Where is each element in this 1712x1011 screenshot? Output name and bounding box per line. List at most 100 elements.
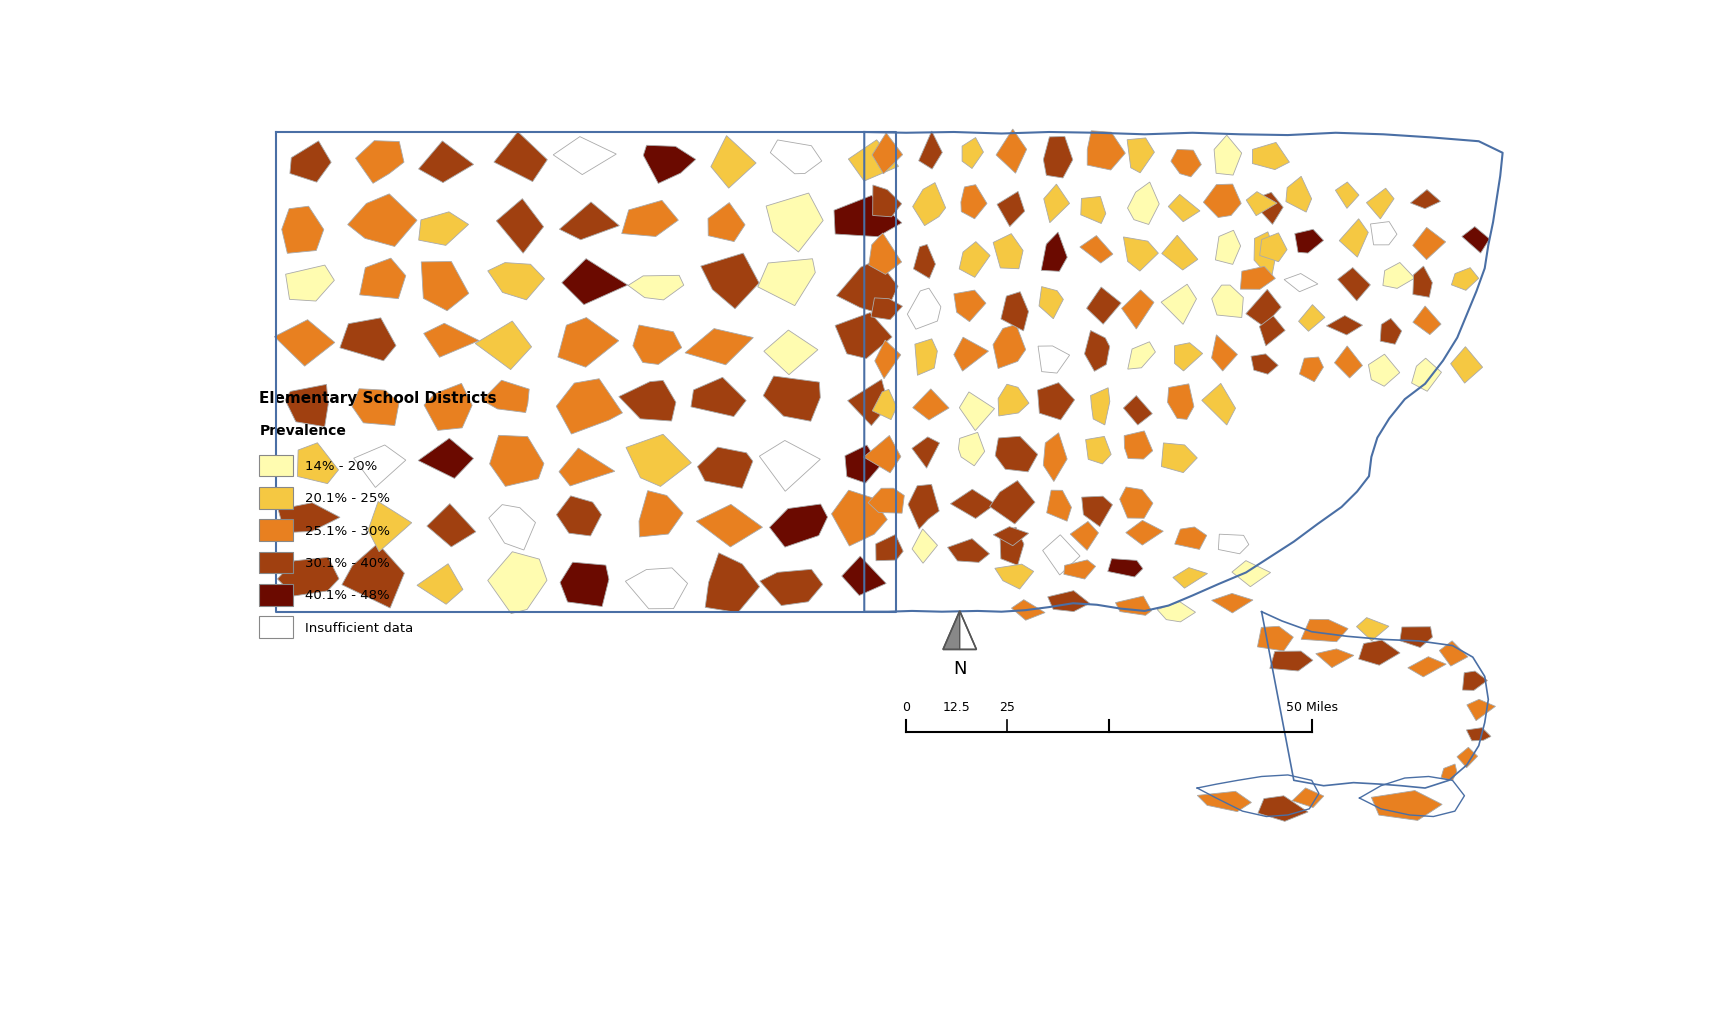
Polygon shape [1335, 183, 1359, 209]
Polygon shape [995, 437, 1037, 472]
Polygon shape [1161, 285, 1197, 325]
Polygon shape [710, 136, 757, 189]
Polygon shape [488, 263, 544, 300]
Polygon shape [863, 436, 901, 473]
Polygon shape [1126, 521, 1162, 546]
Polygon shape [1260, 316, 1286, 347]
Polygon shape [483, 381, 529, 413]
Polygon shape [1173, 568, 1207, 588]
Polygon shape [962, 139, 983, 169]
Polygon shape [1366, 189, 1394, 219]
Polygon shape [1368, 355, 1400, 387]
Polygon shape [1171, 151, 1202, 178]
Polygon shape [842, 557, 887, 595]
Polygon shape [1450, 348, 1483, 384]
Polygon shape [1123, 396, 1152, 426]
Polygon shape [348, 195, 418, 248]
Polygon shape [1462, 671, 1488, 691]
Polygon shape [1412, 267, 1433, 298]
Polygon shape [1299, 358, 1323, 382]
Polygon shape [621, 201, 678, 238]
Polygon shape [907, 485, 940, 530]
Polygon shape [289, 142, 330, 183]
Polygon shape [1250, 193, 1284, 225]
Polygon shape [1317, 649, 1354, 668]
Polygon shape [298, 444, 339, 484]
Polygon shape [837, 260, 899, 315]
Text: 30.1% - 40%: 30.1% - 40% [305, 556, 389, 569]
Polygon shape [553, 137, 616, 176]
Bar [259, 520, 293, 541]
Polygon shape [709, 203, 745, 243]
Polygon shape [1260, 234, 1287, 263]
Polygon shape [835, 313, 892, 359]
Polygon shape [1037, 383, 1075, 421]
Polygon shape [959, 433, 984, 466]
Polygon shape [354, 446, 406, 488]
Polygon shape [1044, 185, 1070, 223]
Polygon shape [1359, 640, 1400, 665]
Polygon shape [960, 612, 976, 650]
Polygon shape [770, 141, 822, 175]
Polygon shape [1412, 359, 1442, 392]
Polygon shape [947, 539, 990, 563]
Polygon shape [556, 496, 601, 537]
Text: Insufficient data: Insufficient data [305, 621, 413, 634]
Polygon shape [1204, 185, 1241, 218]
Polygon shape [625, 568, 688, 610]
Polygon shape [764, 377, 820, 422]
Polygon shape [1301, 620, 1347, 642]
Polygon shape [644, 147, 695, 184]
Bar [259, 487, 293, 509]
Bar [259, 455, 293, 477]
Polygon shape [1253, 144, 1289, 171]
Polygon shape [1339, 219, 1368, 258]
Polygon shape [1219, 535, 1248, 554]
Polygon shape [995, 564, 1034, 589]
Polygon shape [1212, 336, 1238, 372]
Polygon shape [419, 212, 469, 246]
Polygon shape [1084, 332, 1109, 372]
Text: Prevalence: Prevalence [259, 424, 346, 438]
Polygon shape [1085, 437, 1111, 464]
Polygon shape [871, 298, 902, 320]
Polygon shape [1162, 236, 1198, 271]
Polygon shape [1080, 197, 1106, 224]
Polygon shape [1337, 268, 1370, 301]
Polygon shape [353, 389, 399, 426]
Polygon shape [1126, 139, 1154, 174]
Polygon shape [960, 185, 988, 219]
Polygon shape [1063, 560, 1096, 579]
Polygon shape [954, 291, 986, 323]
Polygon shape [1246, 192, 1277, 216]
Polygon shape [1286, 177, 1311, 213]
Polygon shape [697, 448, 753, 488]
Polygon shape [560, 449, 615, 486]
Polygon shape [1157, 603, 1195, 622]
Polygon shape [633, 326, 681, 365]
Polygon shape [847, 380, 889, 427]
Polygon shape [1383, 263, 1414, 289]
Polygon shape [1125, 432, 1152, 460]
Polygon shape [1043, 137, 1073, 179]
Polygon shape [1452, 268, 1479, 291]
Polygon shape [1233, 561, 1270, 587]
Polygon shape [490, 436, 544, 487]
Polygon shape [959, 392, 995, 431]
Polygon shape [1246, 290, 1281, 327]
Polygon shape [1039, 287, 1063, 319]
Polygon shape [488, 552, 546, 614]
Polygon shape [914, 246, 935, 279]
Polygon shape [1087, 131, 1125, 171]
Polygon shape [426, 504, 476, 547]
Polygon shape [990, 481, 1036, 525]
Polygon shape [418, 564, 462, 605]
Polygon shape [1168, 195, 1200, 222]
Polygon shape [907, 289, 942, 330]
Text: 25: 25 [1000, 701, 1015, 714]
Polygon shape [1327, 316, 1363, 336]
Polygon shape [1258, 796, 1308, 822]
Polygon shape [1116, 596, 1152, 616]
Polygon shape [996, 129, 1027, 174]
Polygon shape [912, 389, 948, 421]
